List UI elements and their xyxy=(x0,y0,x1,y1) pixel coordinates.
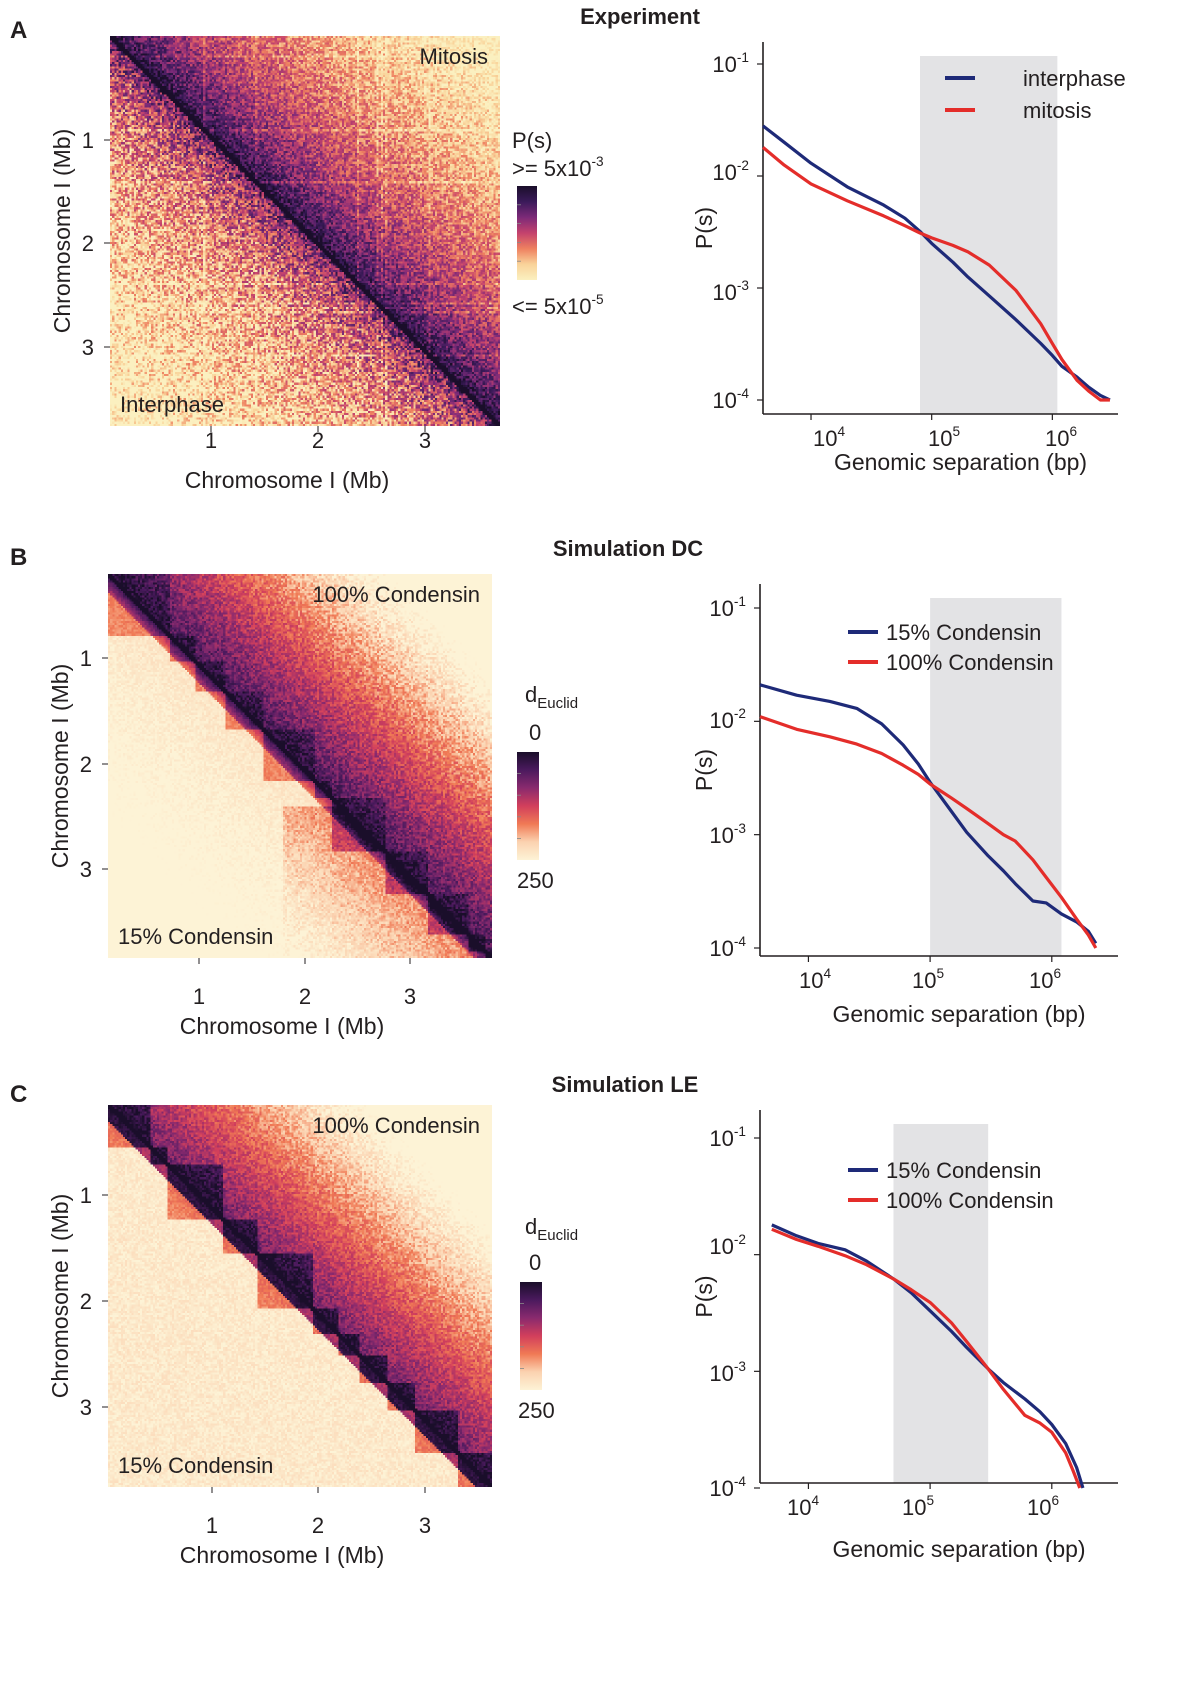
series-line-blue xyxy=(762,124,1111,402)
x-tick-label: 105 xyxy=(902,1493,934,1520)
legend-entry: mitosis xyxy=(1023,98,1091,123)
upper-triangle-label: Mitosis xyxy=(420,44,488,69)
legend-entry: 15% Condensin xyxy=(886,620,1041,645)
colorbar-max-label: >= 5x10-3 xyxy=(512,154,604,181)
series-line-red xyxy=(761,146,1110,402)
y-tick-label: 10-1 xyxy=(712,50,749,77)
colorbar-title: dEuclid xyxy=(525,682,578,712)
heatmap-x-tick: 1 xyxy=(193,984,205,1009)
x-tick-label: 106 xyxy=(1029,966,1061,993)
series-line-blue xyxy=(759,683,1098,945)
x-tick-label: 104 xyxy=(799,966,831,993)
x-axis-label: Genomic separation (bp) xyxy=(832,1001,1085,1027)
series-line-red xyxy=(771,1227,1082,1489)
heatmap-y-tick: 3 xyxy=(82,335,94,360)
panel-a: A Experiment Mitosis Interphase 1 1 2 2 3 3 Chromo… xyxy=(10,4,1126,493)
colorbar-min-label: <= 5x10-5 xyxy=(512,292,604,319)
x-tick-label: 105 xyxy=(928,424,960,451)
heatmap-y-axis-label: Chromosome I (Mb) xyxy=(47,1194,73,1398)
legend-entry: 100% Condensin xyxy=(886,1188,1054,1213)
panel-label: A xyxy=(10,17,27,44)
heatmap-y-tick: 2 xyxy=(80,752,92,777)
y-axis-label: P(s) xyxy=(691,1275,717,1317)
x-tick-label: 105 xyxy=(912,966,944,993)
colorbar xyxy=(517,752,539,860)
legend-entry: 15% Condensin xyxy=(886,1158,1041,1183)
upper-triangle-label: 100% Condensin xyxy=(312,1113,480,1138)
colorbar-max-label: 0 xyxy=(529,720,541,745)
y-tick-label: 10-4 xyxy=(709,934,746,961)
y-tick-label: 10-3 xyxy=(709,821,746,848)
colorbar-min-label: 250 xyxy=(517,868,554,893)
heatmap-y-tick: 2 xyxy=(82,231,94,256)
x-tick-label: 104 xyxy=(813,424,845,451)
panel-title: Simulation LE xyxy=(552,1072,699,1097)
series-line-blue xyxy=(771,1223,1085,1489)
panel-title: Simulation DC xyxy=(553,536,703,561)
heatmap-x-tick: 2 xyxy=(299,984,311,1009)
lower-triangle-label: 15% Condensin xyxy=(118,1453,273,1478)
heatmap-y-axis-label: Chromosome I (Mb) xyxy=(47,664,73,868)
series-line-red xyxy=(759,715,1098,949)
shaded-region xyxy=(893,1124,989,1483)
legend-entry: 100% Condensin xyxy=(886,650,1054,675)
y-tick-label: 10-1 xyxy=(709,1124,746,1151)
panel-label: C xyxy=(10,1081,27,1108)
heatmap-y-tick: 3 xyxy=(80,1395,92,1420)
contact-map-heatmap xyxy=(110,36,500,426)
x-axis-label: Genomic separation (bp) xyxy=(834,449,1087,475)
lower-triangle-label: 15% Condensin xyxy=(118,924,273,949)
contact-map-heatmap xyxy=(108,574,492,958)
panel-title: Experiment xyxy=(580,4,700,29)
heatmap-x-tick: 2 xyxy=(312,1513,324,1538)
heatmap-y-axis-label: Chromosome I (Mb) xyxy=(49,129,75,333)
y-tick-label: 10-3 xyxy=(712,278,749,305)
colorbar-min-label: 250 xyxy=(518,1398,555,1423)
heatmap-x-tick: 1 xyxy=(206,1513,218,1538)
legend-entry: interphase xyxy=(1023,66,1126,91)
heatmap-x-tick: 3 xyxy=(404,984,416,1009)
colorbar-max-label: 0 xyxy=(529,1250,541,1275)
y-tick-label: 10-4 xyxy=(712,386,749,413)
heatmap-x-tick: 3 xyxy=(419,428,431,453)
heatmap-x-tick: 3 xyxy=(419,1513,431,1538)
heatmap-x-axis-label: Chromosome I (Mb) xyxy=(180,1013,384,1039)
y-tick-label: 10-2 xyxy=(712,158,749,185)
heatmap-x-tick: 2 xyxy=(312,428,324,453)
lower-triangle-label: Interphase xyxy=(120,392,224,417)
y-axis-label: P(s) xyxy=(691,207,717,249)
contact-map-heatmap xyxy=(108,1105,492,1487)
heatmap-y-tick: 1 xyxy=(80,646,92,671)
y-axis-label: P(s) xyxy=(691,749,717,791)
shaded-region xyxy=(919,56,1058,414)
heatmap-y-tick: 1 xyxy=(82,128,94,153)
heatmap-y-tick: 1 xyxy=(80,1183,92,1208)
heatmap-y-tick: 3 xyxy=(80,857,92,882)
y-tick-label: 10-1 xyxy=(709,594,746,621)
y-tick-label: 10-2 xyxy=(709,706,746,733)
panel-label: B xyxy=(10,544,27,571)
upper-triangle-label: 100% Condensin xyxy=(312,582,480,607)
x-tick-label: 104 xyxy=(787,1493,819,1520)
x-tick-label: 106 xyxy=(1045,424,1077,451)
x-axis-label: Genomic separation (bp) xyxy=(832,1536,1085,1562)
heatmap-y-tick: 2 xyxy=(80,1289,92,1314)
colorbar-title: P(s) xyxy=(512,128,552,153)
y-tick-label: 10-4 xyxy=(709,1474,746,1501)
shaded-region xyxy=(930,598,1062,956)
x-tick-label: 106 xyxy=(1027,1493,1059,1520)
heatmap-x-axis-label: Chromosome I (Mb) xyxy=(180,1542,384,1568)
panel-b: B Simulation DC 100% Condensin 15% Condensi… xyxy=(10,536,1118,1039)
colorbar xyxy=(517,186,537,280)
y-tick-label: 10-2 xyxy=(709,1232,746,1259)
panel-c: C Simulation LE 100% Condensin 15% Condensi… xyxy=(10,1072,1118,1568)
heatmap-x-axis-label: Chromosome I (Mb) xyxy=(185,467,389,493)
colorbar xyxy=(520,1282,542,1390)
colorbar-title: dEuclid xyxy=(525,1214,578,1244)
y-tick-label: 10-3 xyxy=(709,1359,746,1386)
heatmap-x-tick: 1 xyxy=(205,428,217,453)
